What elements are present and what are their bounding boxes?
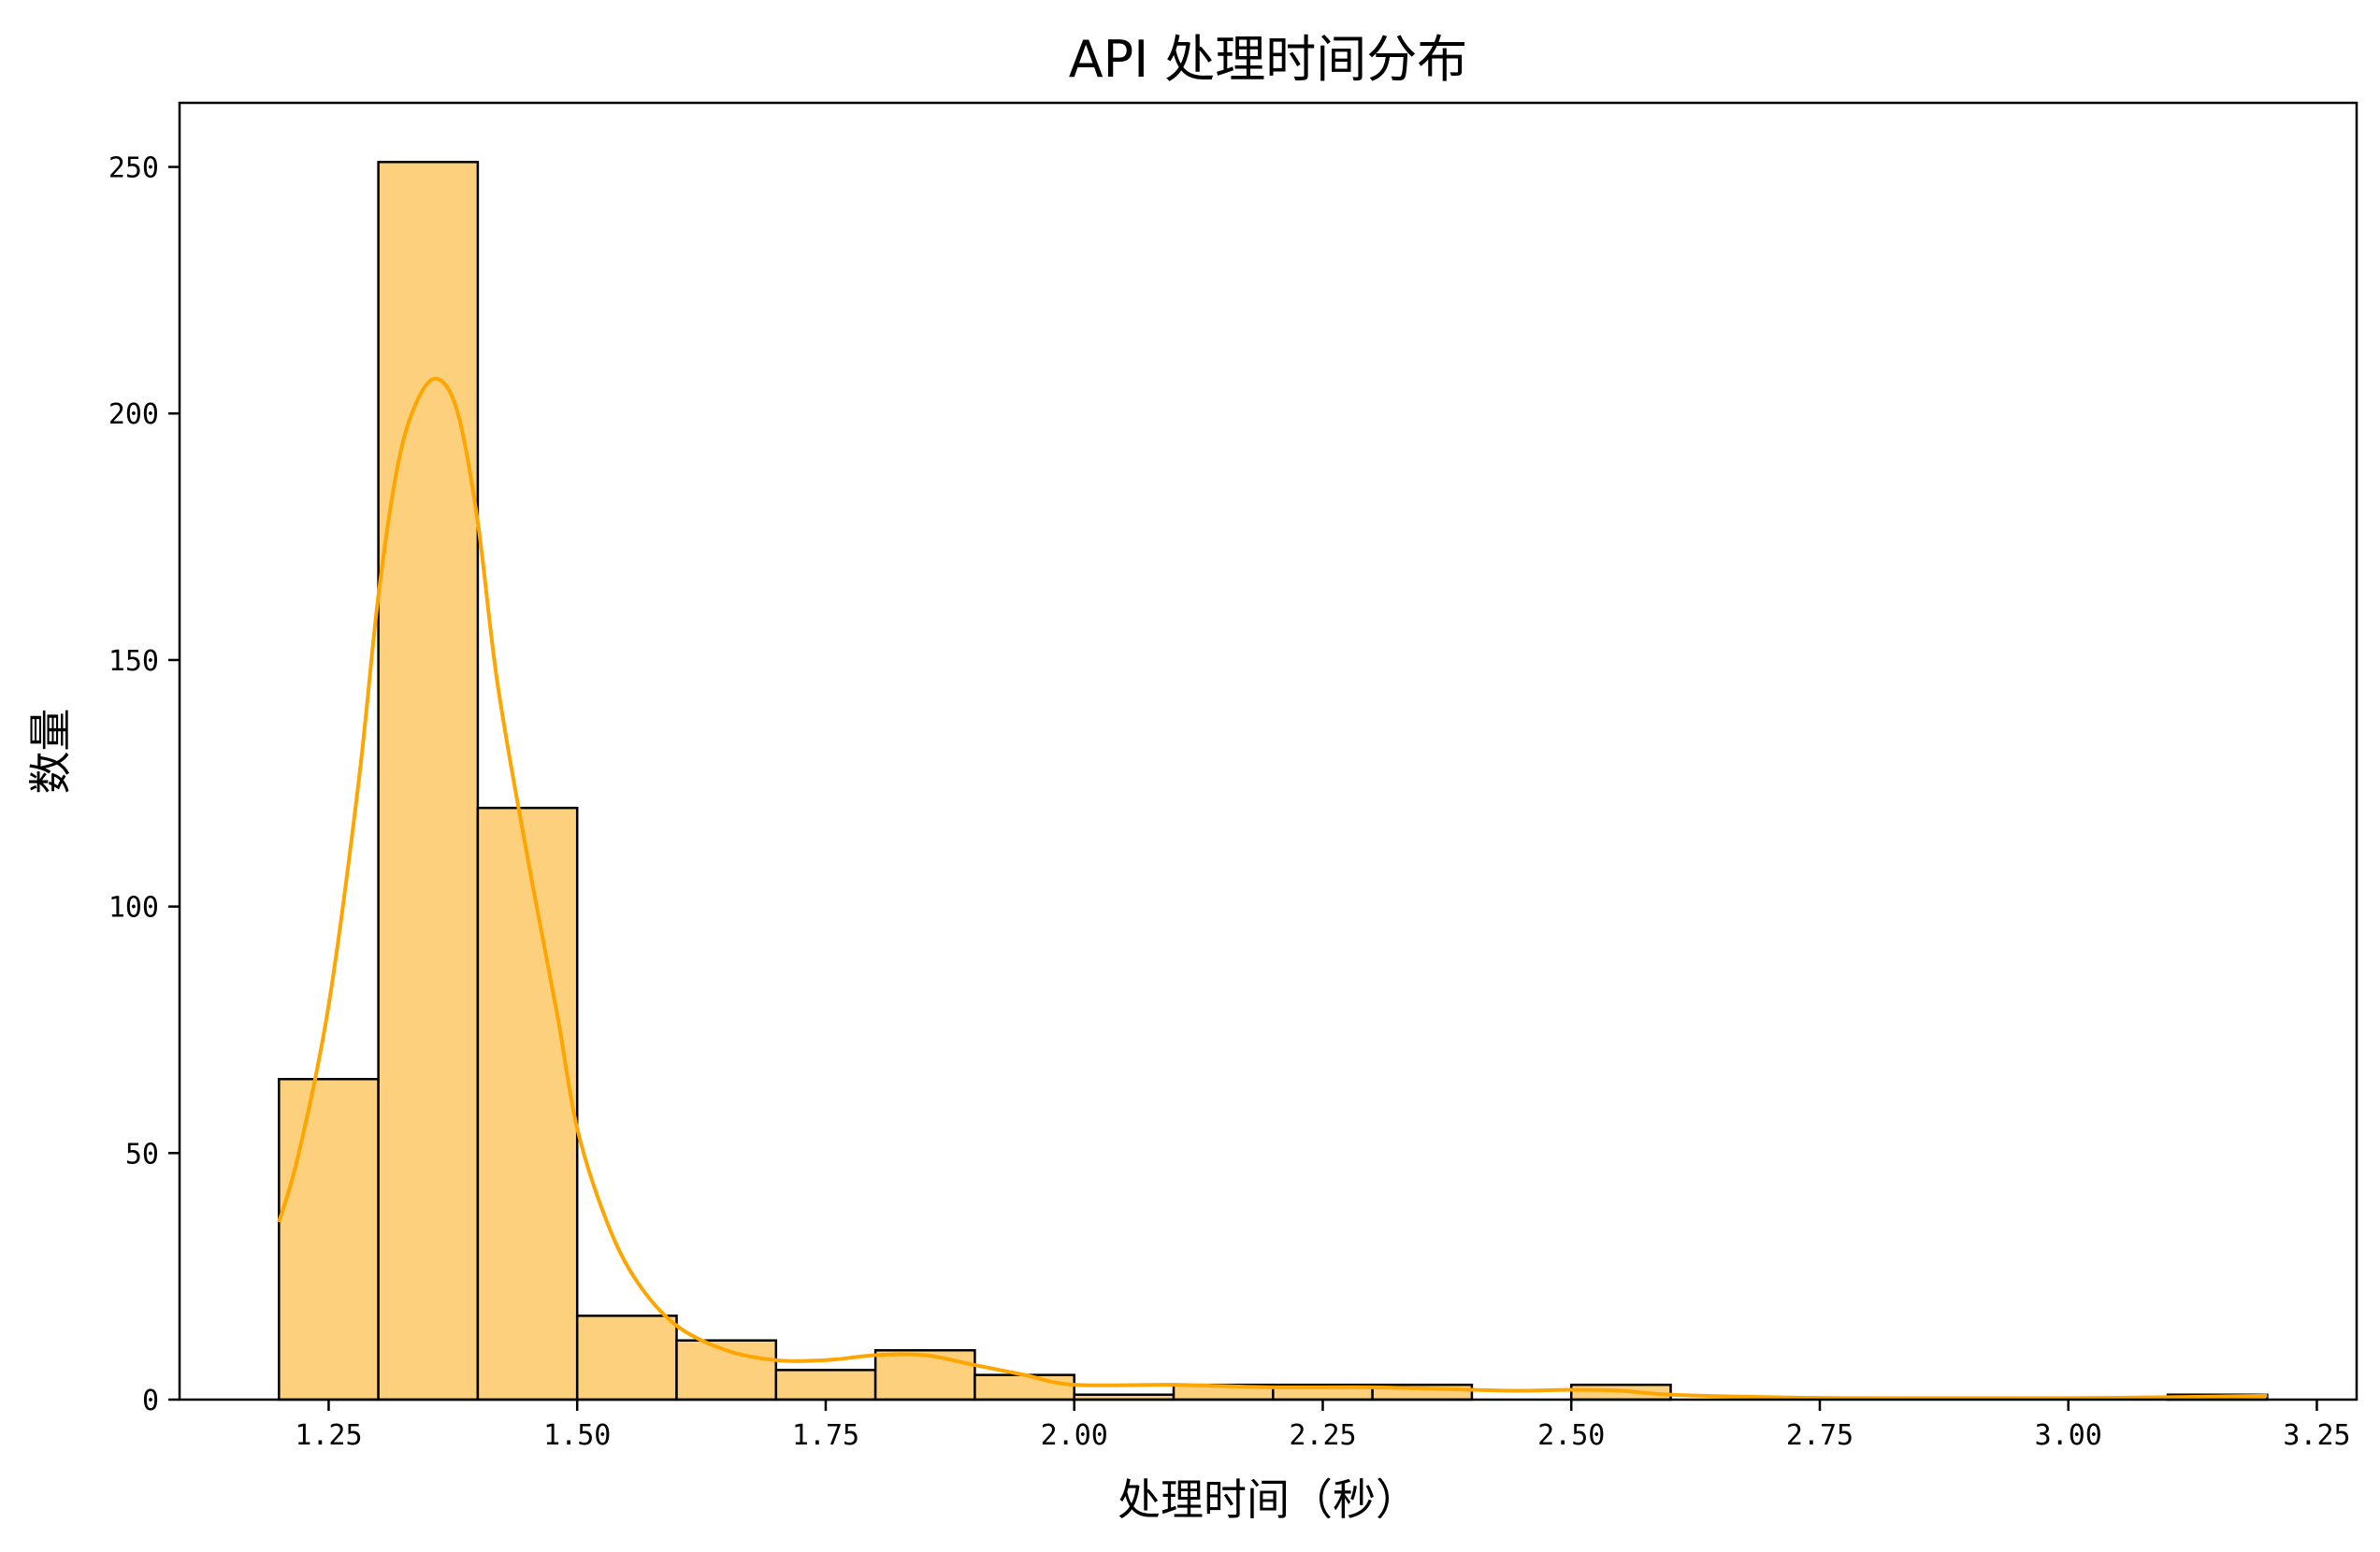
x-tick-label: 3.00 (2035, 1419, 2102, 1452)
x-tick-label: 1.25 (295, 1419, 362, 1452)
y-tick-label: 200 (108, 398, 159, 431)
histogram-bar-0 (278, 1077, 380, 1401)
x-axis-label: 处理时间（秒） (1118, 1474, 1419, 1525)
histogram-bars (278, 161, 2269, 1401)
y-tick-label: 150 (108, 645, 159, 678)
x-tick-label: 2.25 (1289, 1419, 1356, 1452)
x-tick-label: 2.50 (1537, 1419, 1605, 1452)
y-tick-label: 50 (125, 1138, 159, 1171)
x-tick-label: 2.75 (1786, 1419, 1854, 1452)
y-tick-label: 100 (108, 892, 159, 925)
histogram-bar-6 (873, 1349, 976, 1401)
x-tick-label: 3.25 (2283, 1419, 2350, 1452)
x-axis-ticks: 1.25 1.50 1.75 2.00 2.25 2.50 2.75 3.00 3.25 (295, 1400, 2351, 1452)
plot-frame (178, 101, 2358, 1401)
y-axis-label: 数量 (25, 709, 76, 795)
y-tick-label: 250 (108, 152, 159, 185)
histogram-bar-1 (377, 161, 480, 1401)
histogram-bar-3 (575, 1315, 678, 1401)
chart-title: API 处理时间分布 (1069, 30, 1468, 89)
histogram-bar-7 (974, 1373, 1075, 1401)
x-tick-label: 1.75 (792, 1419, 859, 1452)
y-axis-ticks: 0 50 100 150 200 250 (108, 152, 180, 1417)
y-tick-label: 0 (142, 1385, 159, 1417)
x-tick-label: 1.50 (543, 1419, 611, 1452)
kde-curve (277, 376, 2268, 1401)
x-tick-label: 2.00 (1041, 1419, 1108, 1452)
histogram-bar-2 (476, 806, 579, 1401)
histogram-bar-5 (774, 1369, 877, 1401)
